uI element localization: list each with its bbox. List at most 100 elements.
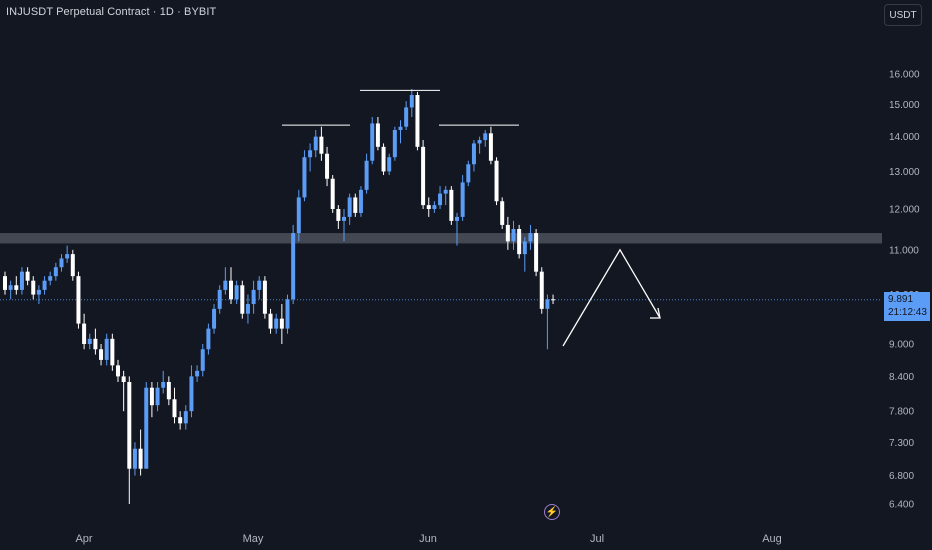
bar-countdown-label: 21:12:43 xyxy=(888,307,927,318)
candle-body xyxy=(3,276,7,290)
candle-body xyxy=(466,164,471,183)
lightning-icon[interactable]: ⚡ xyxy=(544,504,560,520)
candle-body xyxy=(274,318,279,329)
candle-body xyxy=(65,254,70,259)
time-tick-label: Jul xyxy=(590,533,604,545)
price-tick-label: 12.000 xyxy=(889,205,920,216)
candle-body xyxy=(268,313,273,329)
candle-body xyxy=(517,228,522,255)
candle-body xyxy=(375,123,380,147)
candle-body xyxy=(404,107,409,127)
last-price-tag: 9.891 21:12:43 xyxy=(884,292,930,321)
candle-body xyxy=(206,328,211,350)
price-tick-label: 16.000 xyxy=(889,70,920,81)
candle-body xyxy=(438,193,443,206)
candle-body xyxy=(500,201,505,225)
candle-body xyxy=(336,209,341,221)
price-tick-label: 6.400 xyxy=(889,500,914,511)
candle-body xyxy=(398,126,403,131)
candle-body xyxy=(449,189,454,221)
candle-body xyxy=(358,189,363,213)
candle-body xyxy=(257,280,262,290)
price-tick-label: 7.300 xyxy=(889,438,914,449)
candle-body xyxy=(200,349,205,371)
candle-body xyxy=(279,318,284,329)
candle-body xyxy=(342,216,346,221)
price-tick-label: 15.000 xyxy=(889,100,920,111)
candle-body xyxy=(313,136,318,151)
candle-body xyxy=(291,233,296,300)
candle-body xyxy=(76,276,81,324)
candles-layer xyxy=(3,88,556,504)
candle-body xyxy=(217,289,222,309)
candle-body xyxy=(325,153,330,179)
candle-body xyxy=(99,349,104,360)
last-price-label: 9.891 xyxy=(888,294,914,305)
candle-body xyxy=(455,216,459,221)
candle-body xyxy=(245,304,250,314)
candle-body xyxy=(161,382,166,388)
currency-button[interactable]: USDT xyxy=(884,4,922,26)
candle-body xyxy=(240,285,245,314)
candle-body xyxy=(319,136,324,154)
candle-body xyxy=(48,276,53,281)
candle-body xyxy=(522,241,527,255)
candle-body xyxy=(262,280,267,314)
candle-body xyxy=(19,271,24,290)
candle-body xyxy=(138,448,143,469)
candle-body xyxy=(296,197,301,234)
candle-body xyxy=(330,178,335,210)
price-tick-label: 14.000 xyxy=(889,132,920,143)
candle-body xyxy=(308,150,313,158)
price-tick-label: 11.000 xyxy=(889,245,919,256)
candle-body xyxy=(127,382,132,469)
candle-body xyxy=(426,205,431,210)
price-tick-label: 6.800 xyxy=(889,471,914,482)
candle-body xyxy=(144,387,149,469)
candle-body xyxy=(528,233,533,242)
candle-body xyxy=(36,289,41,295)
chart-title: INJUSDT Perpetual Contract · 1D · BYBIT xyxy=(6,6,217,18)
candle-body xyxy=(166,382,171,400)
candle-body xyxy=(409,94,414,108)
candle-body xyxy=(116,365,120,377)
candle-body xyxy=(183,411,188,424)
candle-body xyxy=(110,338,115,366)
candle-body xyxy=(234,285,239,300)
candle-body xyxy=(223,280,228,290)
time-tick-label: May xyxy=(243,533,264,545)
price-tick-label: 13.000 xyxy=(889,167,920,178)
candle-body xyxy=(251,289,256,305)
candle-body xyxy=(370,123,375,161)
candle-body xyxy=(285,299,290,329)
candle-body xyxy=(505,224,510,242)
annotation-layer xyxy=(282,89,661,347)
candle-body xyxy=(353,197,358,213)
candle-body xyxy=(104,338,109,360)
price-tick-label: 8.400 xyxy=(889,372,914,383)
candle-body xyxy=(31,280,36,295)
candle-body xyxy=(59,258,64,268)
candle-body xyxy=(511,228,516,242)
candle-body xyxy=(8,285,13,290)
candle-body xyxy=(172,399,177,418)
time-tick-label: Jun xyxy=(419,533,437,545)
candle-body xyxy=(551,299,556,301)
candle-body xyxy=(494,160,499,202)
candle-body xyxy=(392,130,397,158)
candle-body xyxy=(195,370,200,377)
candle-body xyxy=(178,417,183,424)
price-tick-label: 7.800 xyxy=(889,407,914,418)
candle-body xyxy=(488,133,493,161)
candle-body xyxy=(381,146,386,172)
candle-body xyxy=(302,157,307,198)
price-axis: 16.00015.00014.00013.00012.00011.00010.0… xyxy=(889,70,920,511)
candle-body xyxy=(155,387,160,406)
candle-body xyxy=(545,299,550,309)
resistance-zone-layer xyxy=(0,233,882,301)
candle-body xyxy=(132,448,137,469)
candle-body xyxy=(534,233,539,272)
candle-body xyxy=(212,308,217,329)
candle-body xyxy=(347,197,352,217)
